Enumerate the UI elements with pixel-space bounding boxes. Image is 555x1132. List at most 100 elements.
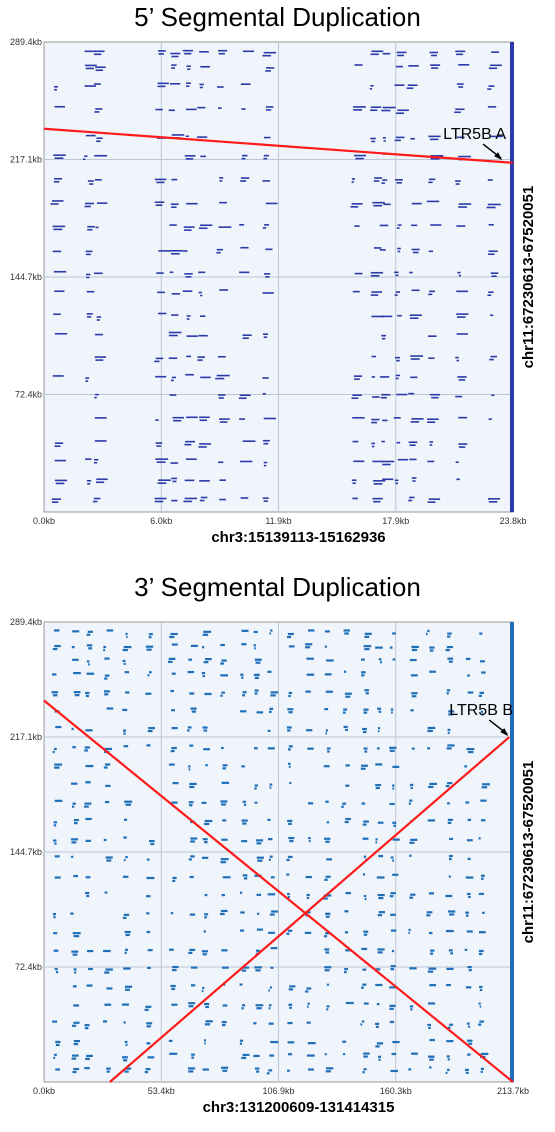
alignment-mark [377, 893, 385, 897]
alignment-mark [375, 968, 381, 971]
alignment-mark [168, 763, 175, 766]
alignment-mark [171, 477, 178, 480]
x-tick-label: 106.9kb [262, 1086, 294, 1096]
alignment-mark [155, 108, 163, 111]
alignment-mark [185, 158, 194, 160]
alignment-mark [389, 749, 395, 752]
alignment-mark [53, 313, 61, 316]
alignment-mark [352, 440, 359, 443]
alignment-mark [53, 85, 59, 88]
alignment-mark [92, 500, 98, 503]
alignment-mark [86, 313, 93, 315]
alignment-mark [372, 460, 384, 463]
alignment-mark [371, 376, 375, 378]
alignment-mark [146, 912, 150, 915]
alignment-mark [84, 155, 88, 158]
alignment-mark [200, 496, 208, 499]
alignment-mark [325, 875, 331, 878]
alignment-mark [410, 358, 420, 360]
alignment-mark [467, 857, 471, 861]
alignment-mark [425, 632, 428, 636]
alignment-mark [219, 289, 229, 291]
alignment-mark [255, 969, 261, 972]
alignment-mark [408, 802, 411, 805]
alignment-mark [370, 84, 374, 87]
alignment-mark [361, 671, 366, 674]
alignment-mark [428, 967, 437, 970]
alignment-mark [254, 966, 262, 969]
self-alignment-bar [510, 42, 514, 512]
alignment-mark [53, 747, 57, 751]
alignment-mark [103, 645, 107, 649]
alignment-mark [392, 859, 395, 862]
alignment-mark [488, 223, 494, 226]
alignment-mark [456, 359, 459, 362]
alignment-mark [468, 1042, 473, 1045]
alignment-mark [427, 970, 434, 973]
alignment-mark [466, 892, 471, 896]
alignment-mark [203, 630, 212, 633]
y-tick-label: 144.7kb [10, 272, 42, 282]
alignment-mark [73, 935, 80, 938]
alignment-mark [201, 801, 207, 804]
alignment-mark [94, 461, 98, 464]
alignment-mark [397, 54, 404, 57]
x-tick-label: 160.3kb [380, 1086, 412, 1096]
alignment-mark [480, 874, 485, 877]
alignment-mark [255, 1004, 264, 1007]
alignment-mark [410, 674, 418, 677]
alignment-mark [95, 69, 103, 72]
alignment-mark [170, 462, 179, 464]
alignment-mark [219, 479, 227, 481]
alignment-mark [189, 913, 196, 916]
alignment-mark [448, 857, 452, 861]
alignment-mark [344, 968, 348, 971]
alignment-mark [171, 67, 176, 69]
alignment-mark [478, 949, 484, 953]
alignment-mark [262, 54, 272, 57]
alignment-mark [409, 799, 413, 802]
alignment-mark [239, 223, 245, 226]
alignment-mark [395, 274, 399, 277]
alignment-mark [155, 357, 164, 360]
alignment-mark [268, 1004, 272, 1007]
alignment-mark [96, 478, 108, 481]
alignment-mark [52, 750, 55, 754]
alignment-mark [395, 291, 401, 293]
alignment-mark [288, 745, 293, 748]
alignment-mark [446, 1055, 450, 1058]
alignment-mark [455, 461, 459, 464]
alignment-mark [488, 501, 498, 503]
alignment-mark [222, 1069, 228, 1072]
alignment-mark [184, 273, 193, 275]
alignment-mark [389, 1007, 394, 1010]
alignment-mark [428, 1002, 436, 1005]
alignment-mark [204, 913, 209, 916]
alignment-mark [200, 65, 210, 68]
duplication-line [43, 699, 514, 1083]
alignment-mark [204, 916, 207, 919]
alignment-mark [83, 805, 89, 808]
alignment-mark [289, 839, 294, 843]
alignment-mark [381, 182, 385, 184]
alignment-mark [375, 983, 383, 987]
alignment-marks [51, 629, 490, 1075]
alignment-mark [94, 272, 103, 275]
alignment-mark [286, 932, 290, 935]
alignment-mark [147, 949, 153, 952]
alignment-mark [262, 292, 274, 294]
alignment-mark [373, 483, 383, 485]
alignment-mark [397, 247, 401, 250]
alignment-mark [269, 632, 271, 635]
alignment-mark [382, 478, 394, 481]
alignment-mark [395, 482, 398, 485]
alignment-mark [270, 629, 273, 632]
alignment-mark [396, 359, 400, 362]
alignment-mark [326, 1067, 334, 1070]
alignment-mark [52, 375, 64, 377]
alignment-mark [306, 1054, 315, 1057]
alignment-mark [478, 931, 486, 934]
alignment-mark [308, 837, 311, 840]
annotation-label: LTR5B A [443, 126, 506, 143]
alignment-mark [56, 971, 59, 974]
